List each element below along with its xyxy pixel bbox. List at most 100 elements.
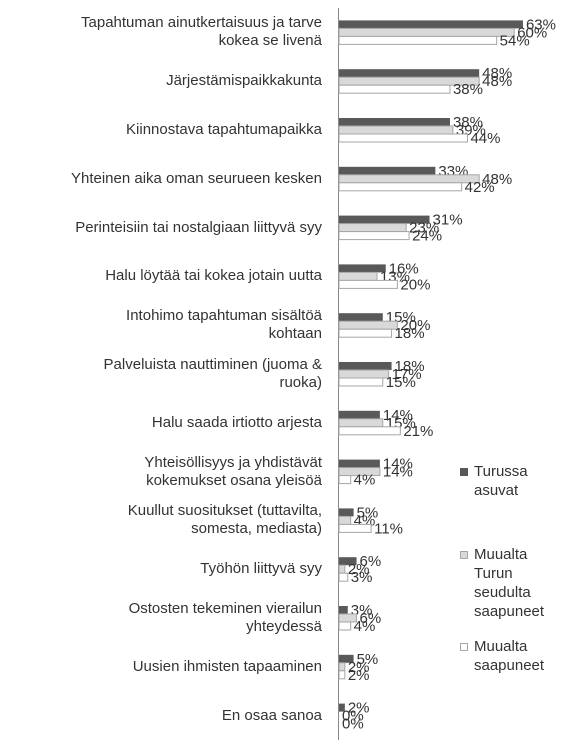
bar: [338, 662, 346, 672]
category-label: Halu saada irtiotto arjesta: [151, 413, 322, 431]
value-label: 2%: [348, 659, 370, 676]
bar: [338, 572, 349, 582]
legend-swatch: [460, 643, 468, 651]
bar: [339, 654, 354, 663]
value-label: 14%: [383, 456, 413, 473]
legend-label: Muualta saapuneet: [474, 638, 545, 674]
category-label: Halu löytää tai kokea jotain uutta: [105, 267, 322, 285]
value-label: 18%: [395, 358, 425, 375]
bar: [339, 118, 450, 126]
value-label: 24%: [412, 228, 442, 245]
value-label: 42%: [465, 179, 495, 196]
bar: [338, 418, 384, 428]
bar: [339, 459, 380, 468]
value-label: 2%: [348, 561, 370, 578]
value-label: 17%: [392, 366, 422, 383]
bar: [338, 670, 346, 680]
category-label: Uusien ihmisten tapaaminen: [132, 657, 322, 675]
category-label: Intohimo tapahtuman sisältöä kohtaan: [126, 307, 322, 343]
bar: [338, 523, 372, 533]
value-label: 48%: [482, 171, 512, 188]
category-label: Palveluista nauttiminen (juoma & ruoka): [103, 355, 322, 391]
value-label: 2%: [348, 667, 370, 684]
value-label: 2%: [348, 700, 370, 717]
bar: [339, 264, 386, 273]
value-label: 38%: [453, 114, 483, 131]
category-label: Kuullut suositukset (tuttavilta, somesta…: [127, 502, 322, 538]
bar: [339, 166, 436, 175]
value-label: 0%: [342, 716, 364, 733]
bar: [338, 84, 451, 94]
value-label: 20%: [400, 276, 430, 293]
category-label: En osaa sanoa: [221, 706, 322, 724]
category-label: Järjestämispaikkakunta: [166, 72, 322, 90]
legend-label: Turussa asuvat: [474, 463, 528, 499]
value-label: 20%: [400, 317, 430, 334]
bar: [338, 125, 454, 135]
value-label: 5%: [357, 651, 379, 668]
bar: [338, 426, 401, 436]
bar: [338, 27, 515, 37]
value-label: 15%: [386, 374, 416, 391]
value-label: 54%: [500, 32, 530, 49]
value-label: 48%: [482, 65, 512, 82]
bar: [338, 564, 346, 574]
value-label: 6%: [360, 553, 382, 570]
legend-swatch: [460, 468, 468, 476]
value-label: 3%: [351, 569, 373, 586]
bar: [338, 467, 381, 477]
value-label: 23%: [409, 220, 439, 237]
category-label: Ostosten tekeminen vierailun yhteydessä: [128, 599, 322, 635]
bar: [338, 182, 463, 192]
legend-swatch: [460, 551, 468, 559]
bar: [339, 410, 380, 419]
value-label: 4%: [354, 618, 376, 635]
bar: [338, 621, 352, 631]
bar: [338, 328, 393, 338]
category-label: Perinteisiin tai nostalgiaan liittyvä sy…: [75, 218, 322, 236]
bar: [338, 377, 384, 387]
bar: [338, 35, 498, 45]
value-label: 0%: [342, 708, 364, 725]
bar: [339, 508, 354, 517]
bar: [338, 231, 410, 241]
bar: [339, 362, 392, 370]
bar: [339, 313, 383, 322]
bar: [339, 557, 357, 566]
value-label: 11%: [374, 520, 403, 537]
value-label: 21%: [403, 423, 433, 440]
value-label: 44%: [470, 130, 500, 147]
bar: [338, 320, 398, 330]
bar: [339, 69, 480, 78]
bar: [338, 279, 398, 289]
value-label: 18%: [395, 325, 425, 342]
value-label: 48%: [482, 73, 512, 90]
bar: [339, 215, 430, 224]
value-label: 16%: [389, 260, 419, 277]
value-label: 14%: [383, 464, 413, 481]
value-label: 63%: [526, 16, 556, 33]
category-label: Yhteinen aika oman seurueen kesken: [70, 169, 322, 187]
category-label: Kiinnostava tapahtumapaikka: [126, 120, 322, 138]
bar: [338, 133, 468, 143]
bar: [338, 223, 407, 233]
bar: [339, 703, 345, 712]
value-label: 4%: [354, 472, 376, 489]
value-label: 60%: [517, 24, 547, 41]
value-label: 5%: [357, 504, 379, 521]
bar: [338, 369, 390, 379]
bar: [338, 174, 480, 184]
bar: [338, 475, 352, 485]
category-label: Tapahtuman ainutkertaisuus ja tarve koke…: [81, 14, 322, 50]
bar: [338, 271, 378, 281]
bar: [339, 20, 523, 29]
category-label: Työhön liittyvä syy: [200, 560, 322, 578]
bar: [339, 606, 348, 614]
value-label: 14%: [383, 407, 413, 424]
category-label: Yhteisöllisyys ja yhdistävät kokemukset …: [144, 453, 322, 489]
value-label: 38%: [453, 81, 483, 98]
bar: [338, 515, 352, 525]
value-label: 6%: [360, 610, 382, 627]
